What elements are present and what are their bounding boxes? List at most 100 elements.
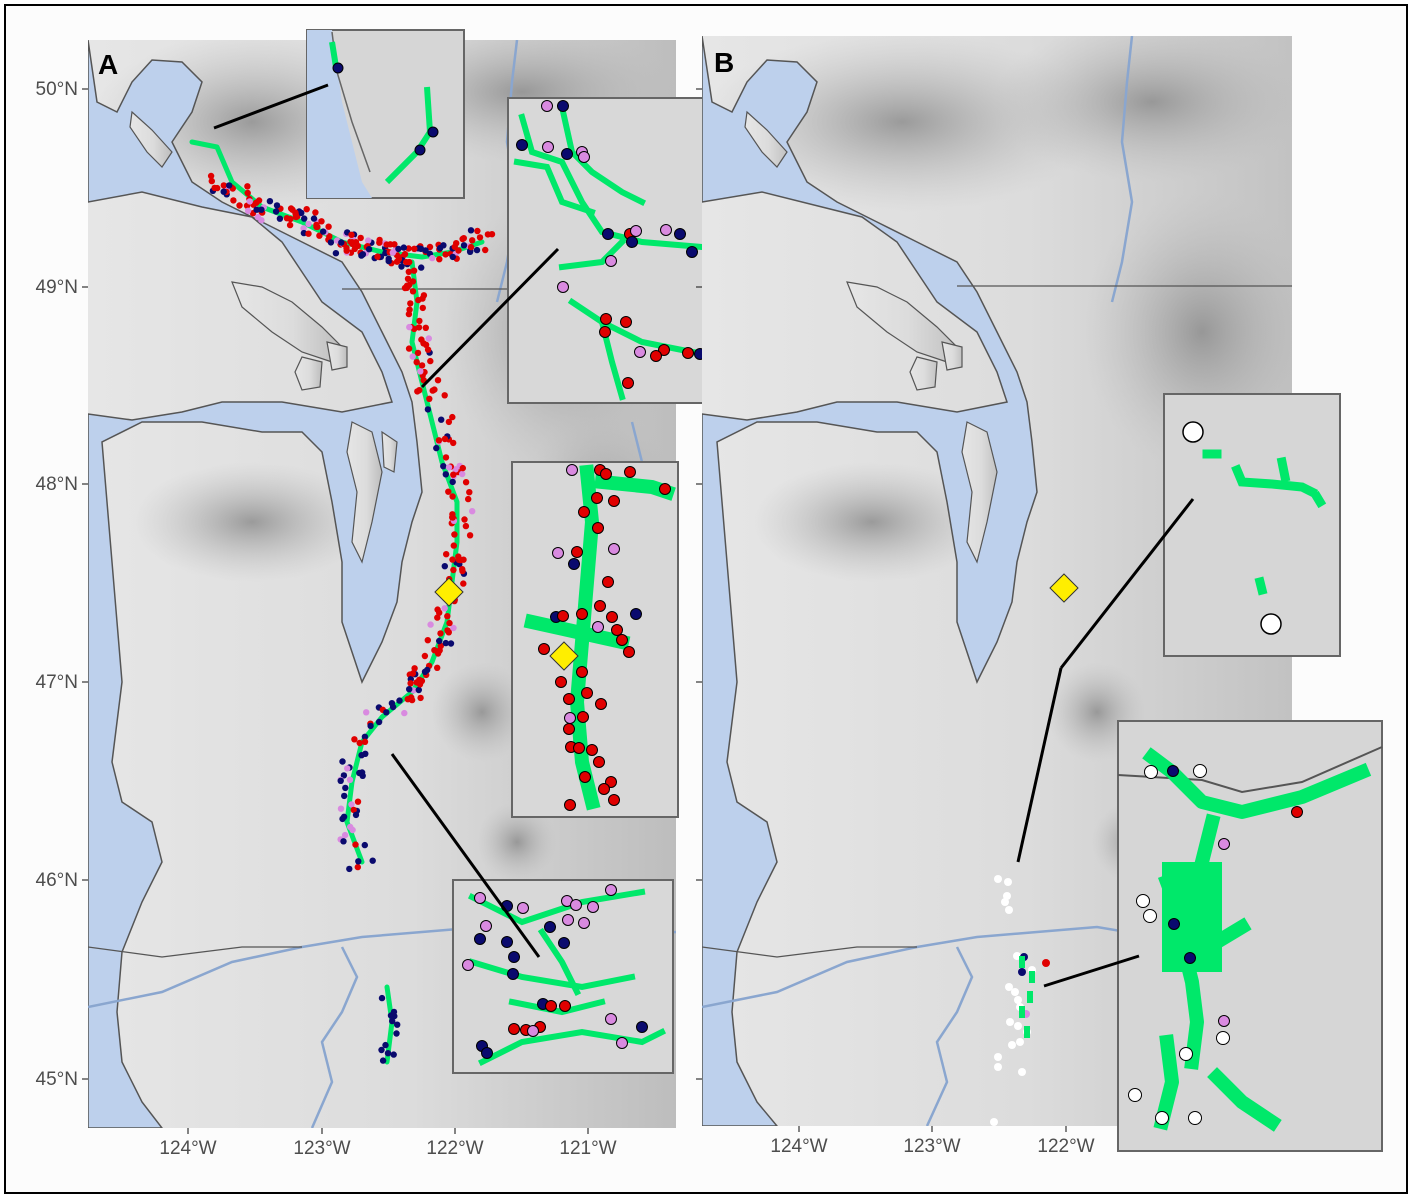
- observation-point: [1193, 764, 1207, 778]
- observation-point: [460, 556, 467, 563]
- observation-point: [467, 227, 475, 234]
- observation-point: [442, 454, 450, 461]
- observation-point: [405, 245, 412, 252]
- observation-point: [474, 933, 486, 945]
- observation-point: [427, 357, 434, 365]
- observation-point: [674, 228, 686, 240]
- observation-point: [587, 901, 599, 913]
- observation-point: [352, 811, 360, 819]
- observation-point: [466, 489, 473, 496]
- observation-point: [436, 637, 443, 645]
- observation-point: [1001, 898, 1009, 906]
- observation-point: [354, 863, 361, 871]
- observation-point: [348, 801, 355, 808]
- observation-point: [602, 576, 614, 588]
- observation-point: [441, 435, 449, 443]
- observation-point: [624, 466, 636, 478]
- observation-point: [626, 236, 638, 248]
- observation-point: [450, 471, 457, 478]
- inset-a2: [420, 97, 724, 404]
- observation-point: [378, 994, 386, 1002]
- observation-point: [401, 709, 408, 717]
- observation-point: [358, 769, 366, 776]
- observation-point: [400, 244, 407, 251]
- observation-point: [391, 241, 398, 248]
- observation-point: [382, 1041, 389, 1049]
- y-tick-label: 46°N: [36, 870, 78, 891]
- observation-point: [576, 608, 588, 620]
- panel-label-a: A: [98, 49, 118, 80]
- observation-point: [438, 416, 445, 423]
- observation-point: [424, 666, 431, 674]
- observation-point: [390, 1008, 398, 1016]
- observation-point: [418, 264, 425, 271]
- observation-point: [416, 317, 423, 325]
- observation-point: [467, 243, 475, 251]
- observation-point: [507, 968, 519, 980]
- observation-point: [342, 784, 349, 792]
- observation-point: [1005, 906, 1013, 914]
- observation-point: [343, 244, 350, 252]
- figure-frame: A: [4, 4, 1408, 1194]
- observation-point: [559, 1000, 571, 1012]
- observation-point: [449, 478, 456, 486]
- observation-point: [409, 278, 417, 285]
- observation-point: [557, 100, 569, 112]
- observation-point: [273, 202, 281, 209]
- panel-label-b: B: [714, 47, 734, 78]
- observation-point: [339, 758, 346, 765]
- habitat-patch: [1019, 1006, 1025, 1018]
- observation-point: [376, 236, 383, 244]
- observation-point: [444, 627, 451, 634]
- observation-point: [292, 209, 299, 216]
- observation-point: [226, 182, 233, 189]
- observation-point: [207, 172, 215, 180]
- observation-point: [341, 792, 348, 800]
- observation-point: [1218, 838, 1230, 850]
- observation-point: [220, 188, 227, 195]
- observation-point: [482, 246, 489, 254]
- observation-point: [375, 718, 383, 726]
- observation-point: [581, 687, 593, 699]
- observation-point: [576, 666, 588, 678]
- observation-point: [254, 213, 262, 221]
- observation-point: [488, 231, 496, 238]
- observation-point: [450, 566, 457, 574]
- observation-point: [426, 243, 434, 251]
- observation-point: [409, 670, 417, 677]
- x-tick-label: 122°W: [1037, 1136, 1094, 1157]
- inset-a1: [213, 29, 465, 199]
- observation-point: [620, 316, 632, 328]
- observation-point: [1155, 1111, 1169, 1125]
- observation-point: [411, 245, 418, 252]
- observation-point: [442, 471, 449, 478]
- observation-point: [449, 253, 456, 261]
- observation-point: [1011, 988, 1019, 996]
- observation-point: [361, 733, 369, 740]
- observation-point: [586, 744, 598, 756]
- observation-point: [401, 250, 409, 258]
- observation-point: [244, 183, 251, 190]
- observation-point: [659, 483, 671, 495]
- panel-b-points: [990, 875, 1050, 1126]
- observation-point: [600, 313, 612, 325]
- observation-point: [595, 698, 607, 710]
- observation-point: [474, 227, 481, 235]
- x-axis-a: 124°W 123°W 122°W 121°W: [159, 1128, 617, 1159]
- observation-point: [305, 230, 312, 237]
- observation-point: [1014, 1022, 1022, 1030]
- observation-point: [446, 619, 453, 627]
- observation-point: [994, 875, 1002, 883]
- observation-point: [442, 251, 449, 258]
- observation-point: [592, 621, 604, 633]
- observation-point: [623, 646, 635, 658]
- observation-point: [451, 243, 458, 251]
- observation-point: [416, 681, 424, 688]
- observation-point: [393, 1030, 400, 1037]
- observation-point: [340, 838, 347, 845]
- observation-point: [1008, 1041, 1016, 1049]
- observation-point: [1018, 968, 1026, 976]
- observation-point: [616, 1037, 628, 1049]
- observation-point: [421, 652, 429, 660]
- observation-point: [220, 182, 227, 189]
